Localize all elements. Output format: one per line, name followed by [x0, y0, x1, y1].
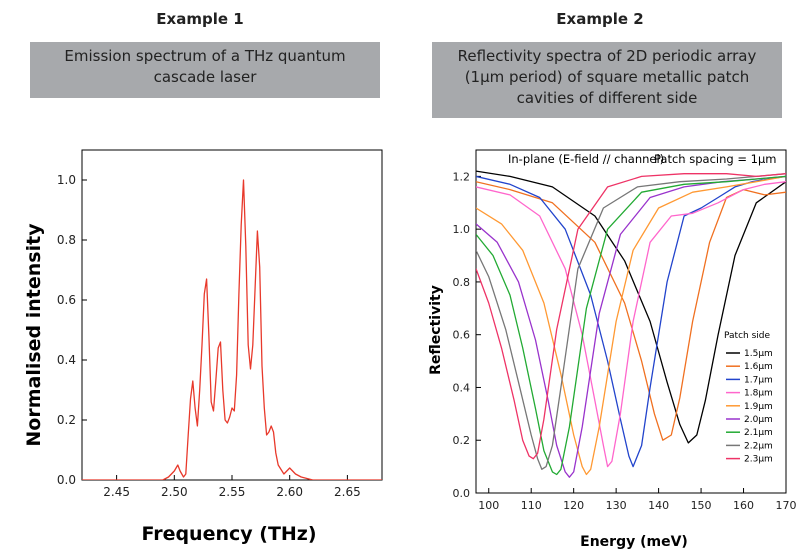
chart1-x-tick-label: 2.65 — [334, 485, 361, 499]
chart2-series-line-8 — [476, 173, 786, 470]
chart1-y-tick-label: 0.2 — [57, 413, 76, 427]
chart1-y-tick-label: 0.0 — [57, 473, 76, 487]
chart2-legend-label: 1.9μm — [744, 402, 773, 412]
chart2-y-tick-label: 1.2 — [453, 170, 471, 183]
chart2-series-line-3 — [476, 175, 786, 468]
chart1-y-tick-label: 0.8 — [57, 233, 76, 247]
reflectivity-spectra-chart: Reflectivity Energy (meV) In-plane (E-fi… — [428, 149, 797, 550]
chart2-xlabel: Energy (meV) — [580, 534, 688, 550]
chart2-annotation-spacing: Patch spacing = 1μm — [654, 152, 776, 166]
chart1-ylabel: Normalised intensity — [23, 223, 45, 447]
chart1-y-tick-label: 0.6 — [57, 293, 76, 307]
example-2-panel: Example 2 Reflectivity spectra of 2D per… — [400, 0, 800, 560]
chart2-legend-label: 2.2μm — [744, 441, 773, 451]
chart2-y-tick-label: 1.0 — [453, 223, 471, 236]
chart2-annotation-field: In-plane (E-field // channel) — [508, 152, 664, 166]
chart2-x-tick-label: 100 — [478, 499, 499, 512]
chart2-x-tick-label: 130 — [606, 499, 627, 512]
chart2-x-tick-label: 120 — [563, 499, 584, 512]
chart2-legend-label: 2.0μm — [744, 415, 773, 425]
chart1-x-tick-label: 2.55 — [219, 485, 246, 499]
chart2-series-line-7 — [476, 175, 786, 476]
chart1-y-tick-label: 1.0 — [57, 173, 76, 187]
chart2-legend-label: 2.1μm — [744, 428, 773, 438]
chart2-x-tick-label: 140 — [648, 499, 669, 512]
chart1-x-tick-label: 2.45 — [103, 485, 130, 499]
chart1-x-tick-label: 2.60 — [276, 485, 303, 499]
chart2-y-tick-label: 0.2 — [453, 434, 471, 447]
chart2-y-tick-label: 0.0 — [453, 487, 471, 500]
chart1-series-line-1 — [82, 179, 382, 480]
example-1-panel: Example 1 Emission spectrum of a THz qua… — [23, 10, 383, 545]
chart2-x-tick-label: 160 — [733, 499, 754, 512]
chart2-ylabel: Reflectivity — [428, 285, 444, 375]
chart2-x-tick-label: 150 — [691, 499, 712, 512]
example-1-caption: Emission spectrum of a THz quantum casca… — [30, 42, 380, 98]
chart1-x-tick-label: 2.50 — [161, 485, 188, 499]
chart2-legend-label: 1.8μm — [744, 389, 773, 399]
chart2-series-line-6 — [476, 175, 786, 478]
example-2-heading: Example 2 — [556, 10, 644, 28]
chart2-y-tick-label: 0.6 — [453, 329, 471, 342]
chart1-plot-frame — [81, 149, 383, 481]
chart2-x-tick-label: 170 — [776, 499, 797, 512]
chart2-series-line-1 — [476, 170, 786, 444]
chart1-y-tick-label: 0.4 — [57, 353, 76, 367]
chart2-series-line-5 — [476, 175, 786, 476]
example-2-caption: Reflectivity spectra of 2D periodic arra… — [432, 42, 782, 118]
chart2-y-tick-label: 0.8 — [453, 276, 471, 289]
chart1-xlabel: Frequency (THz) — [141, 523, 316, 545]
chart2-legend-label: 1.7μm — [744, 375, 773, 385]
chart2-legend-label: 2.3μm — [744, 455, 773, 465]
chart2-legend-label: 1.6μm — [744, 362, 773, 372]
chart2-x-tick-label: 110 — [521, 499, 542, 512]
chart2-y-tick-label: 0.4 — [453, 381, 471, 394]
example-1-heading: Example 1 — [156, 10, 244, 28]
chart2-series-line-4 — [476, 181, 786, 468]
chart2-series-line-9 — [476, 173, 786, 460]
chart2-plot-frame — [475, 149, 787, 494]
chart2-legend-label: 1.5μm — [744, 349, 773, 359]
chart2-legend-title: Patch side — [724, 331, 770, 341]
emission-spectrum-chart: Normalised intensity Frequency (THz) 2.4… — [23, 149, 383, 545]
